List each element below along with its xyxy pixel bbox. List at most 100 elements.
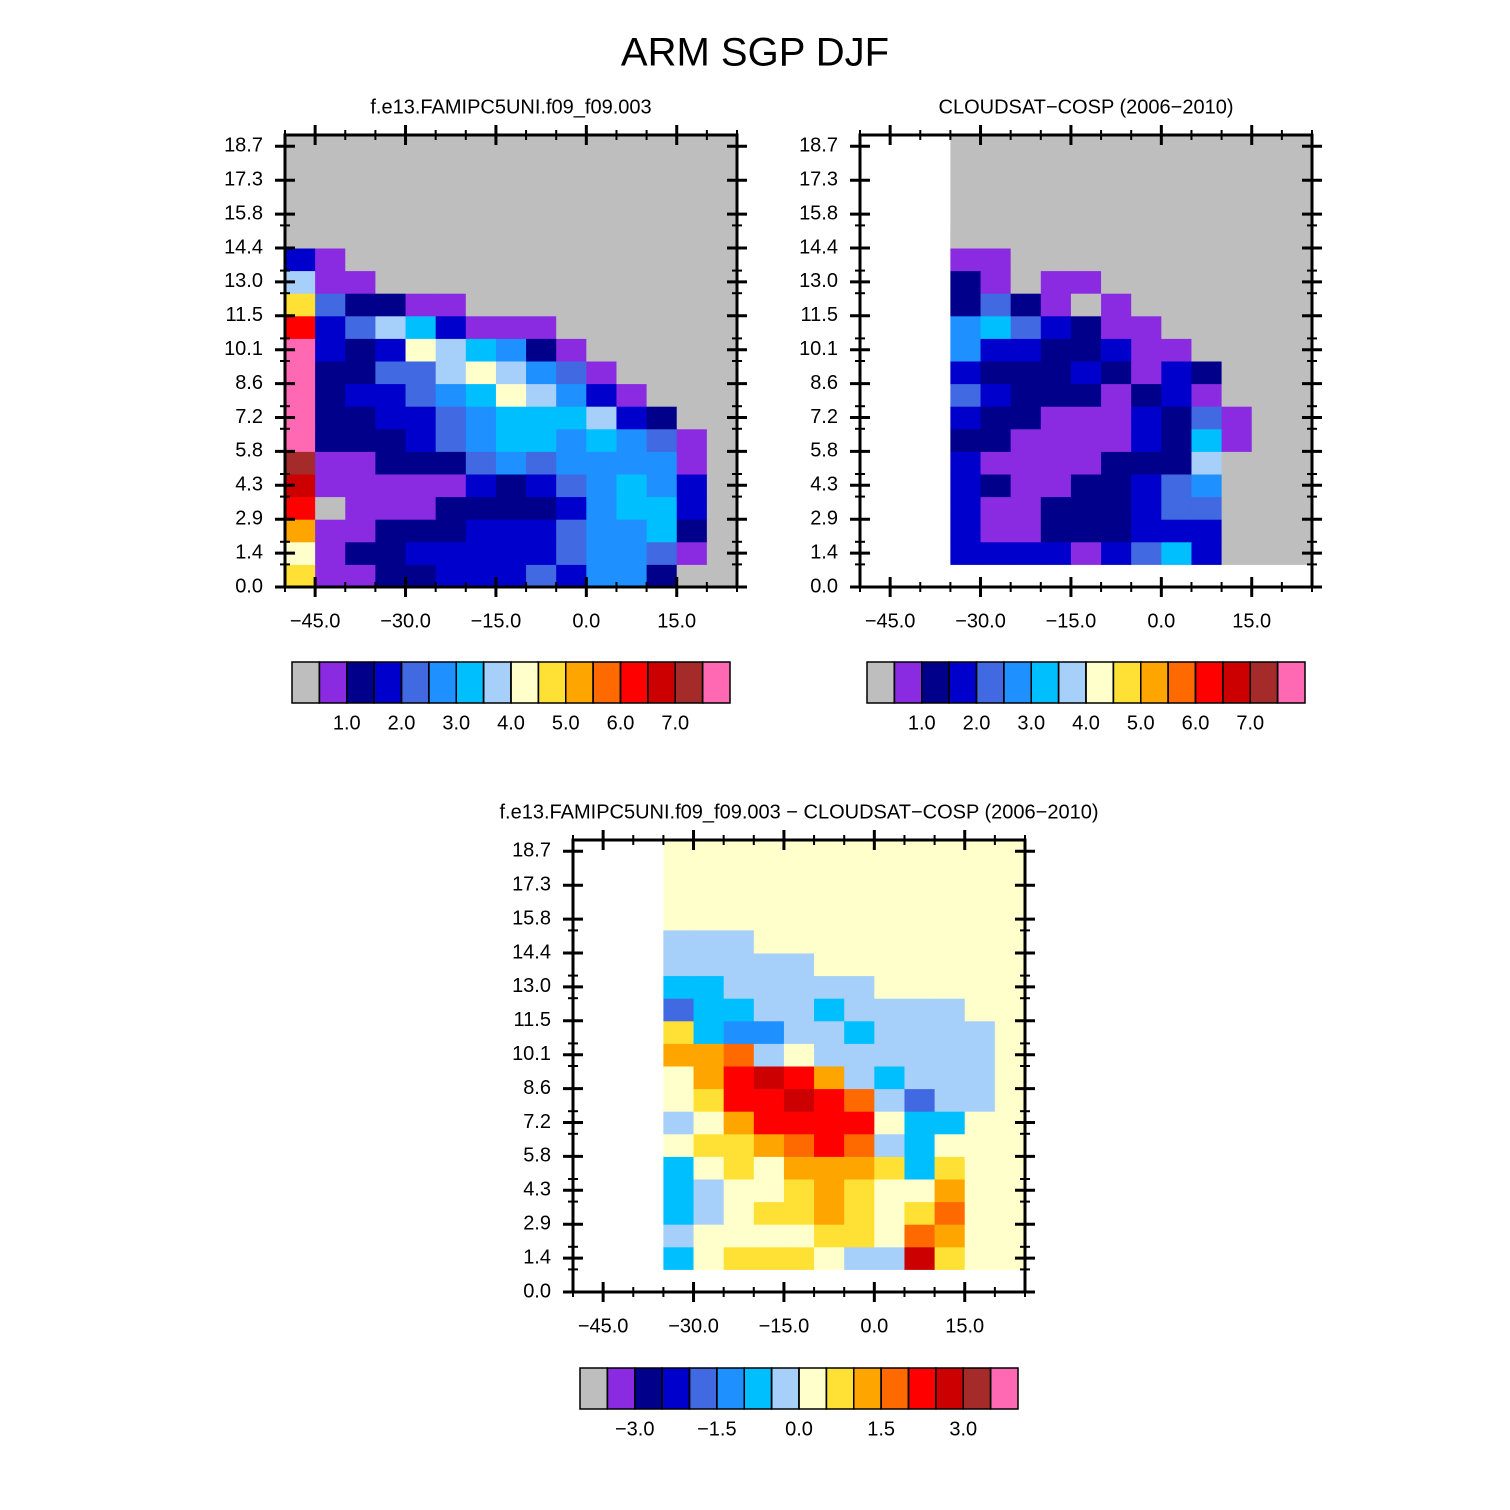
cell [1131,541,1162,565]
cell [874,1111,905,1135]
cell [706,474,738,498]
cell [1070,361,1102,385]
colorbar-box [962,1367,992,1410]
cell [844,975,875,999]
cell [556,496,587,520]
cell [753,1201,785,1225]
cell [556,225,587,249]
cell [1131,428,1162,452]
cell [435,564,467,588]
cell [405,541,437,565]
cell [315,315,346,339]
cell [980,315,1012,339]
cell [814,1179,845,1203]
cell [950,361,982,385]
cell [844,953,875,977]
cell [435,541,467,565]
cell [1161,248,1192,272]
cell [646,293,678,317]
cell [1010,451,1042,475]
colorbar-box [1030,661,1060,704]
cell [375,383,407,407]
colorbar-box [853,1367,882,1410]
cell [1161,474,1192,498]
cell [1131,225,1162,249]
cell [1281,451,1313,475]
cell [405,406,437,430]
cell [693,1133,725,1157]
cell [663,953,695,977]
cell [1040,474,1072,498]
cell [814,1043,845,1067]
cell [980,406,1012,430]
cell [663,1179,695,1203]
colorbar-box [318,661,348,704]
cell [753,1246,785,1270]
colorbar-box [1057,661,1087,704]
cell [285,519,316,543]
cell [586,225,617,249]
cell [874,930,905,954]
cell [616,293,648,317]
cell [526,541,557,565]
cell [285,451,316,475]
cell [994,1156,1026,1180]
cell [904,1111,936,1135]
y-tick-label: 1.4 [810,541,838,563]
cell [1191,361,1223,385]
colorbar-label: 7.0 [661,712,689,734]
x-tick-label: 15.0 [1232,610,1271,632]
cell [526,451,557,475]
cell [556,315,587,339]
cell [950,496,982,520]
cell [950,428,982,452]
cell [586,248,617,272]
cell [285,248,316,272]
cell [616,519,648,543]
colorbar-box [798,1367,828,1410]
cell [495,383,527,407]
colorbar-label: 5.0 [1127,712,1155,734]
cell [315,225,346,249]
cell [405,564,437,588]
cell [1070,225,1102,249]
cell [1221,383,1253,407]
cell [616,451,648,475]
cell [495,225,527,249]
cell [1070,541,1102,565]
cell [556,451,587,475]
cell [676,428,708,452]
cell [904,1020,936,1044]
cell [783,1111,815,1135]
cell [980,496,1012,520]
cell [345,293,376,317]
y-tick-label: 2.9 [523,1212,551,1234]
cell [405,315,437,339]
cell [616,383,648,407]
cell [495,474,527,498]
cell [586,270,617,294]
cell [676,270,708,294]
cell [495,428,527,452]
cell [844,930,875,954]
colorbar-box [1140,661,1169,704]
cell [964,1043,996,1067]
cell [844,1133,875,1157]
y-tick-label: 10.1 [512,1043,551,1065]
cell [676,248,708,272]
cell [934,1179,966,1203]
cell [994,1179,1026,1203]
y-tick-label: 0.0 [810,575,838,597]
cell [405,496,437,520]
cell [375,474,407,498]
colorbar-box [606,1367,636,1410]
cell [315,383,346,407]
cell [874,1020,905,1044]
cell [904,998,936,1022]
cell [1221,451,1253,475]
y-tick-label: 17.3 [512,873,551,895]
cell [814,1201,845,1225]
cell [526,225,557,249]
cell [1010,248,1042,272]
cell [783,1156,815,1180]
